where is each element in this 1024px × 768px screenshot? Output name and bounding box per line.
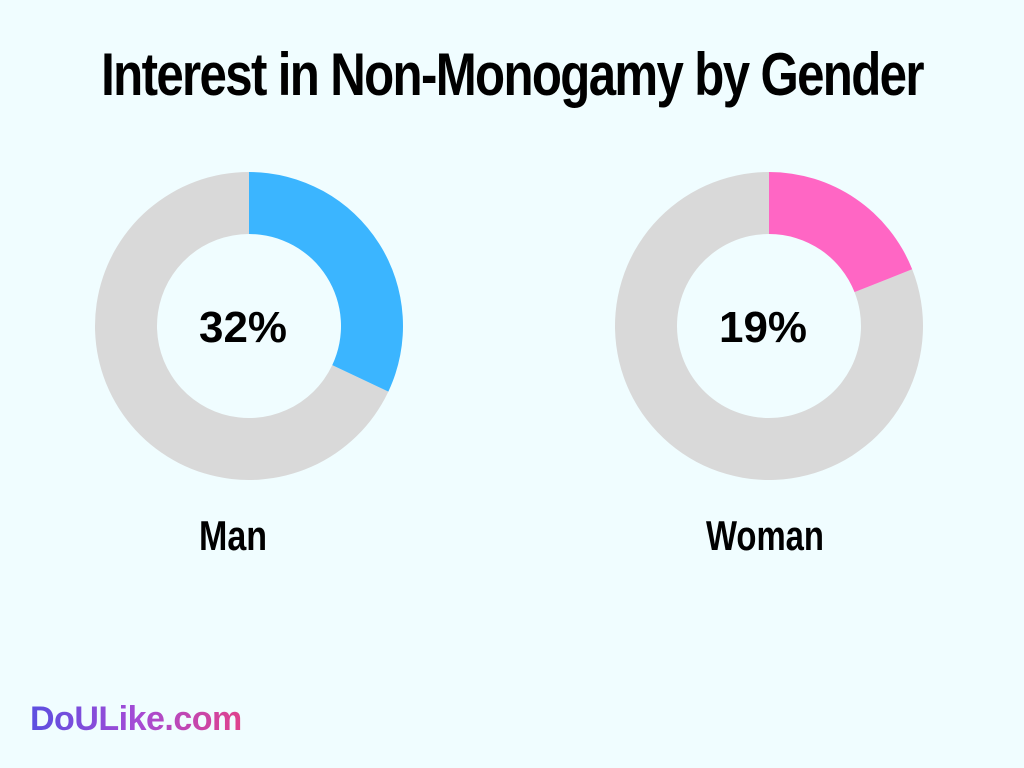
donut-woman-value-label: 19% <box>719 303 807 352</box>
donut-man-track <box>94 172 389 480</box>
donut-woman: 19% Woman <box>615 172 924 559</box>
donut-woman-category-label: Woman <box>706 512 824 559</box>
donut-woman-slice <box>769 172 913 293</box>
donut-man-category-label: Man <box>199 512 267 559</box>
chart-title: Interest in Non-Monogamy by Gender <box>101 41 924 108</box>
donut-woman-track <box>615 172 924 481</box>
donut-man-slice <box>249 172 403 392</box>
donut-man-value-label: 32% <box>199 303 287 352</box>
brand-logo: DoULike.com <box>30 700 242 738</box>
donut-man: 32% Man <box>94 172 403 559</box>
